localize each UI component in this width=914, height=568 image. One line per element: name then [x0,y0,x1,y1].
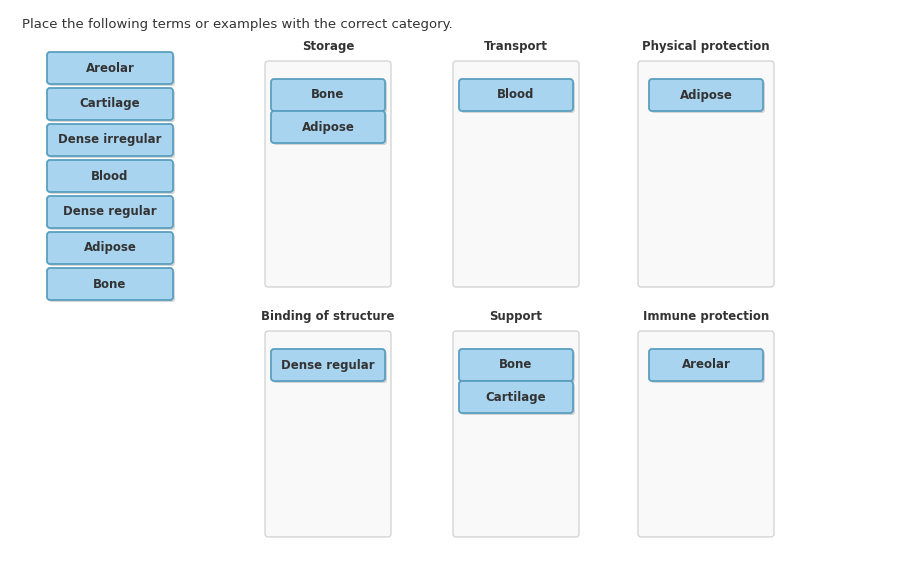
FancyBboxPatch shape [49,162,175,194]
FancyBboxPatch shape [459,381,573,413]
FancyBboxPatch shape [459,79,573,111]
Text: Adipose: Adipose [302,120,355,133]
Text: Place the following terms or examples with the correct category.: Place the following terms or examples wi… [22,18,452,31]
Text: Storage: Storage [302,40,355,53]
FancyBboxPatch shape [273,81,387,113]
FancyBboxPatch shape [453,331,579,537]
Text: Dense regular: Dense regular [63,206,157,219]
FancyBboxPatch shape [265,61,391,287]
Text: Physical protection: Physical protection [643,40,770,53]
FancyBboxPatch shape [49,54,175,86]
Text: Bone: Bone [312,89,345,102]
Text: Bone: Bone [499,358,533,371]
Text: Transport: Transport [484,40,548,53]
FancyBboxPatch shape [47,232,173,264]
FancyBboxPatch shape [47,88,173,120]
FancyBboxPatch shape [49,90,175,122]
FancyBboxPatch shape [461,351,575,383]
FancyBboxPatch shape [651,81,765,113]
Text: Immune protection: Immune protection [643,310,769,323]
FancyBboxPatch shape [649,349,763,381]
FancyBboxPatch shape [273,113,387,145]
Text: Cartilage: Cartilage [485,391,547,403]
FancyBboxPatch shape [265,331,391,537]
FancyBboxPatch shape [47,52,173,84]
Text: Support: Support [490,310,543,323]
FancyBboxPatch shape [459,349,573,381]
FancyBboxPatch shape [273,351,387,383]
FancyBboxPatch shape [47,160,173,192]
Text: Adipose: Adipose [680,89,732,102]
Text: Adipose: Adipose [83,241,136,254]
Text: Cartilage: Cartilage [80,98,141,111]
FancyBboxPatch shape [271,79,385,111]
Text: Areolar: Areolar [682,358,730,371]
FancyBboxPatch shape [461,81,575,113]
Text: Bone: Bone [93,278,127,290]
FancyBboxPatch shape [461,383,575,415]
Text: Blood: Blood [497,89,535,102]
FancyBboxPatch shape [47,124,173,156]
FancyBboxPatch shape [271,349,385,381]
FancyBboxPatch shape [271,111,385,143]
Text: Dense regular: Dense regular [282,358,375,371]
Text: Binding of structure: Binding of structure [261,310,395,323]
FancyBboxPatch shape [453,61,579,287]
Text: Blood: Blood [91,169,129,182]
FancyBboxPatch shape [49,270,175,302]
FancyBboxPatch shape [49,126,175,158]
FancyBboxPatch shape [649,79,763,111]
FancyBboxPatch shape [49,198,175,230]
FancyBboxPatch shape [47,196,173,228]
FancyBboxPatch shape [651,351,765,383]
FancyBboxPatch shape [638,331,774,537]
FancyBboxPatch shape [638,61,774,287]
Text: Dense irregular: Dense irregular [58,133,162,147]
Text: Areolar: Areolar [86,61,134,74]
FancyBboxPatch shape [47,268,173,300]
FancyBboxPatch shape [49,234,175,266]
